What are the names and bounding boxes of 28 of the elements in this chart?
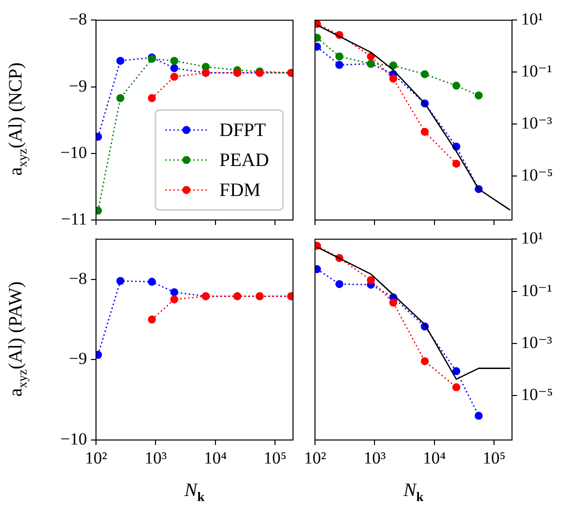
y-tick-label: 10⁻⁵ [521, 385, 553, 404]
y-tick-label: 10⁻¹ [521, 62, 552, 81]
y-tick-label: 10¹ [521, 228, 544, 248]
x-axis-title: N$_{k}$ [184, 480, 204, 505]
x-tick-label: 10⁵ [482, 448, 506, 468]
legend-label: DFPT [219, 120, 266, 141]
x-tick-label: 10⁴ [422, 448, 446, 468]
x-tick-label: 10² [304, 448, 326, 468]
y-tick-label: 10⁻³ [521, 113, 552, 132]
y-tick-label: −8 [68, 10, 87, 29]
y-tick-label: −9 [68, 76, 87, 96]
y-tick-label: 10⁻¹ [521, 280, 552, 300]
x-tick-label: 10² [84, 448, 108, 468]
y-tick-label: −9 [68, 349, 87, 368]
x-tick-label: 10⁵ [264, 448, 287, 468]
x-tick-label: 10³ [144, 448, 167, 468]
y-tick-label: 10¹ [521, 10, 544, 29]
y-tick-label: 10⁻⁵ [521, 165, 553, 184]
x-axis-title: N$_{k}$ [404, 480, 424, 505]
y-tick-label: −8 [68, 268, 87, 288]
y-tick-label: 10⁻³ [521, 332, 552, 352]
x-tick-label: 10⁴ [204, 448, 227, 468]
legend-label: FDM [219, 180, 261, 201]
x-tick-label: 10³ [364, 448, 386, 468]
y-tick-label: −10 [60, 429, 87, 448]
y-tick-label: −10 [60, 142, 87, 162]
y-tick-label: −11 [61, 209, 87, 228]
legend-label: PEAD [219, 150, 270, 171]
